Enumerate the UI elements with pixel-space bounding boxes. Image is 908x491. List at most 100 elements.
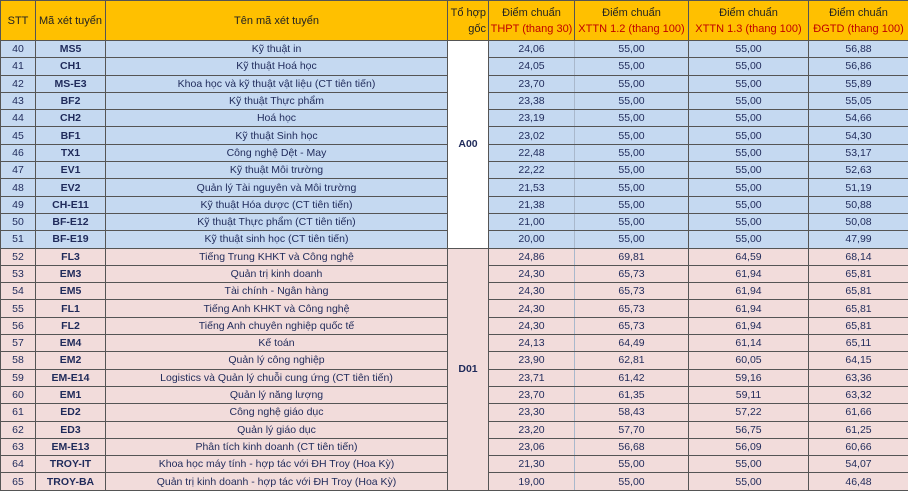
dgtd-cell: 54,66 bbox=[809, 110, 908, 127]
stt-cell: 57 bbox=[1, 335, 36, 352]
name-cell: Kỹ thuật Môi trường bbox=[106, 162, 448, 179]
xttn12-cell: 55,00 bbox=[575, 473, 689, 490]
xttn12-cell: 62,81 bbox=[575, 352, 689, 369]
dgtd-cell: 68,14 bbox=[809, 248, 908, 265]
thpt-cell: 20,00 bbox=[489, 231, 575, 248]
dgtd-cell: 65,81 bbox=[809, 283, 908, 300]
header-combo-line1: Tổ hợp bbox=[448, 5, 486, 21]
code-cell: TROY-IT bbox=[36, 456, 106, 473]
xttn12-cell: 55,00 bbox=[575, 92, 689, 109]
header-xttn12-line1: Điểm chuẩn bbox=[575, 5, 688, 21]
code-cell: ED2 bbox=[36, 404, 106, 421]
xttn12-cell: 58,43 bbox=[575, 404, 689, 421]
code-cell: EV1 bbox=[36, 162, 106, 179]
dgtd-cell: 53,17 bbox=[809, 144, 908, 161]
dgtd-cell: 52,63 bbox=[809, 162, 908, 179]
thpt-cell: 23,02 bbox=[489, 127, 575, 144]
name-cell: Tài chính - Ngân hàng bbox=[106, 283, 448, 300]
thpt-cell: 24,30 bbox=[489, 265, 575, 282]
code-cell: BF2 bbox=[36, 92, 106, 109]
code-cell: MS-E3 bbox=[36, 75, 106, 92]
xttn13-cell: 55,00 bbox=[689, 213, 809, 230]
xttn13-cell: 55,00 bbox=[689, 162, 809, 179]
xttn12-cell: 56,68 bbox=[575, 438, 689, 455]
code-cell: FL1 bbox=[36, 300, 106, 317]
stt-cell: 60 bbox=[1, 386, 36, 403]
thpt-cell: 24,13 bbox=[489, 335, 575, 352]
dgtd-cell: 61,66 bbox=[809, 404, 908, 421]
stt-cell: 63 bbox=[1, 438, 36, 455]
header-name: Tên mã xét tuyển bbox=[106, 1, 448, 41]
xttn13-cell: 59,16 bbox=[689, 369, 809, 386]
thpt-cell: 24,30 bbox=[489, 283, 575, 300]
combo-cell: A00 bbox=[448, 41, 489, 249]
xttn13-cell: 55,00 bbox=[689, 110, 809, 127]
name-cell: Quản lý công nghiệp bbox=[106, 352, 448, 369]
xttn13-cell: 56,75 bbox=[689, 421, 809, 438]
header-code: Mã xét tuyển bbox=[36, 1, 106, 41]
thpt-cell: 23,38 bbox=[489, 92, 575, 109]
xttn13-cell: 55,00 bbox=[689, 179, 809, 196]
code-cell: EM1 bbox=[36, 386, 106, 403]
xttn12-cell: 55,00 bbox=[575, 196, 689, 213]
xttn12-cell: 69,81 bbox=[575, 248, 689, 265]
stt-cell: 58 bbox=[1, 352, 36, 369]
thpt-cell: 23,30 bbox=[489, 404, 575, 421]
code-cell: FL3 bbox=[36, 248, 106, 265]
thpt-cell: 23,90 bbox=[489, 352, 575, 369]
thpt-cell: 23,20 bbox=[489, 421, 575, 438]
xttn13-cell: 61,14 bbox=[689, 335, 809, 352]
name-cell: Khoa học máy tính - hợp tác với ĐH Troy … bbox=[106, 456, 448, 473]
name-cell: Tiếng Anh chuyên nghiệp quốc tế bbox=[106, 317, 448, 334]
thpt-cell: 21,30 bbox=[489, 456, 575, 473]
stt-cell: 64 bbox=[1, 456, 36, 473]
dgtd-cell: 56,86 bbox=[809, 58, 908, 75]
name-cell: Quản trị kinh doanh bbox=[106, 265, 448, 282]
dgtd-cell: 65,81 bbox=[809, 300, 908, 317]
name-cell: Kỹ thuật in bbox=[106, 41, 448, 58]
stt-cell: 51 bbox=[1, 231, 36, 248]
stt-cell: 45 bbox=[1, 127, 36, 144]
code-cell: BF-E12 bbox=[36, 213, 106, 230]
header-xttn12: Điểm chuẩn XTTN 1.2 (thang 100) bbox=[575, 1, 689, 41]
xttn12-cell: 57,70 bbox=[575, 421, 689, 438]
xttn13-cell: 55,00 bbox=[689, 92, 809, 109]
code-cell: TX1 bbox=[36, 144, 106, 161]
name-cell: Kỹ thuật Thực phẩm bbox=[106, 92, 448, 109]
dgtd-cell: 61,25 bbox=[809, 421, 908, 438]
code-cell: EM5 bbox=[36, 283, 106, 300]
name-cell: Logistics và Quản lý chuỗi cung ứng (CT … bbox=[106, 369, 448, 386]
stt-cell: 42 bbox=[1, 75, 36, 92]
stt-cell: 55 bbox=[1, 300, 36, 317]
xttn13-cell: 55,00 bbox=[689, 231, 809, 248]
stt-cell: 46 bbox=[1, 144, 36, 161]
stt-cell: 54 bbox=[1, 283, 36, 300]
thpt-cell: 23,71 bbox=[489, 369, 575, 386]
name-cell: Kỹ thuật Sinh học bbox=[106, 127, 448, 144]
thpt-cell: 24,86 bbox=[489, 248, 575, 265]
xttn12-cell: 65,73 bbox=[575, 283, 689, 300]
header-xttn12-line2: XTTN 1.2 (thang 100) bbox=[575, 21, 688, 37]
code-cell: MS5 bbox=[36, 41, 106, 58]
header-xttn13-line1: Điểm chuẩn bbox=[689, 5, 808, 21]
code-cell: EM-E13 bbox=[36, 438, 106, 455]
dgtd-cell: 55,89 bbox=[809, 75, 908, 92]
header-stt: STT bbox=[1, 1, 36, 41]
code-cell: BF-E19 bbox=[36, 231, 106, 248]
name-cell: Tiếng Trung KHKT và Công nghệ bbox=[106, 248, 448, 265]
header-thpt-line1: Điểm chuẩn bbox=[489, 5, 574, 21]
name-cell: Quản lý Tài nguyên và Môi trường bbox=[106, 179, 448, 196]
xttn12-cell: 55,00 bbox=[575, 58, 689, 75]
thpt-cell: 24,06 bbox=[489, 41, 575, 58]
dgtd-cell: 50,08 bbox=[809, 213, 908, 230]
code-cell: CH1 bbox=[36, 58, 106, 75]
stt-cell: 59 bbox=[1, 369, 36, 386]
xttn12-cell: 61,42 bbox=[575, 369, 689, 386]
dgtd-cell: 56,88 bbox=[809, 41, 908, 58]
xttn12-cell: 55,00 bbox=[575, 144, 689, 161]
xttn12-cell: 55,00 bbox=[575, 231, 689, 248]
xttn13-cell: 55,00 bbox=[689, 473, 809, 490]
